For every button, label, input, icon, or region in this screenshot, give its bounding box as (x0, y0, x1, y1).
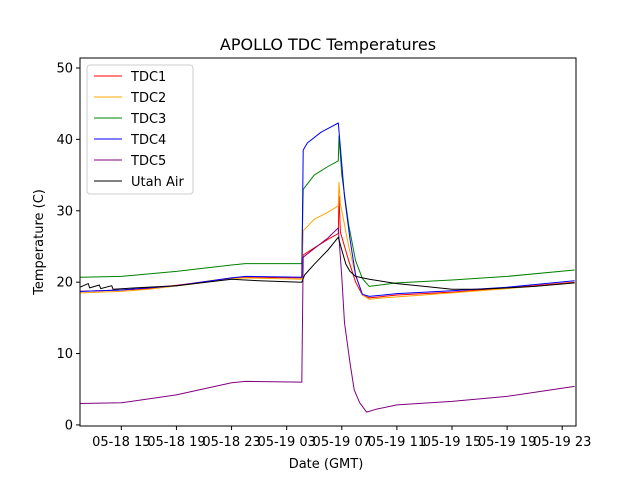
x-tick-label: 05-19 19 (478, 435, 536, 450)
x-tick-label: 05-19 07 (313, 435, 371, 450)
series-line-tdc4 (79, 122, 575, 297)
x-tick-label: 05-18 15 (92, 435, 150, 450)
y-axis-label: Temperature (C) (32, 189, 47, 296)
series-line-tdc3 (79, 135, 575, 287)
x-axis-label: Date (GMT) (289, 457, 364, 472)
legend-label: TDC4 (130, 133, 166, 148)
legend-label: TDC2 (130, 91, 166, 106)
x-tick-label: 05-18 23 (202, 435, 260, 450)
legend-label: TDC5 (130, 154, 166, 169)
x-tick-label: 05-18 19 (147, 435, 205, 450)
y-axis: 0 10 20 30 40 50 (56, 61, 80, 433)
y-tick-label: 50 (56, 61, 73, 76)
legend-label: TDC1 (130, 70, 166, 85)
x-tick-label: 05-19 15 (423, 435, 481, 450)
legend: TDC1 TDC2 TDC3 TDC4 TDC5 Utah Air (86, 64, 194, 195)
series-line-utah-air (79, 236, 575, 290)
y-tick-label: 40 (56, 133, 73, 148)
series-line-tdc5 (79, 227, 575, 413)
series-layer (79, 122, 575, 413)
plot-frame (79, 57, 577, 427)
x-tick-label: 05-19 11 (368, 435, 426, 450)
y-tick-label: 10 (56, 347, 73, 362)
y-tick-label: 0 (65, 418, 73, 433)
chart-title: APOLLO TDC Temperatures (220, 35, 436, 54)
legend-label: Utah Air (131, 175, 184, 190)
x-tick-label: 05-19 03 (257, 435, 315, 450)
x-tick-label: 05-19 23 (533, 435, 591, 450)
y-tick-label: 30 (56, 204, 73, 219)
y-tick-label: 20 (56, 276, 73, 291)
legend-label: TDC3 (130, 112, 166, 127)
